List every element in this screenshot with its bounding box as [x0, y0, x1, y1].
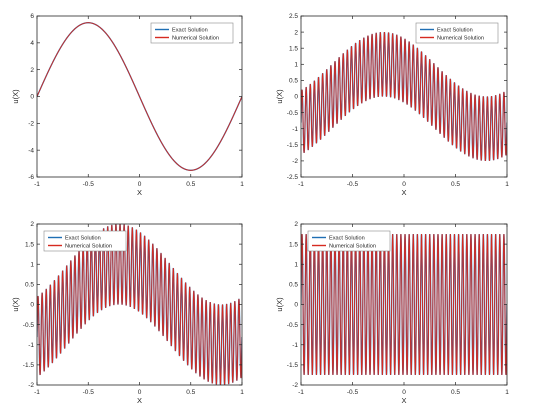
- x-tick-label: -1: [298, 389, 304, 396]
- y-axis-label: u(X): [275, 297, 284, 312]
- y-tick-label: -0.5: [287, 110, 299, 117]
- x-tick-label: -0.5: [347, 389, 359, 396]
- x-tick-label: 1: [505, 389, 509, 396]
- x-tick-label: -0.5: [347, 181, 359, 188]
- y-tick-label: -1: [292, 342, 298, 349]
- legend-box: [43, 230, 127, 252]
- y-tick-label: 6: [30, 13, 34, 20]
- x-tick-label: -1: [298, 181, 304, 188]
- y-tick-label: 2: [30, 221, 34, 228]
- legend-entry: Exact Solution: [329, 236, 365, 242]
- legend-entry: Numerical Solution: [172, 36, 219, 42]
- legend: Exact Solution Numerical Solution: [415, 22, 499, 44]
- y-tick-label: 2: [30, 67, 34, 74]
- legend-box: [150, 22, 234, 44]
- y-tick-label: -2: [28, 382, 34, 389]
- y-tick-label: 1.5: [289, 241, 298, 248]
- y-tick-label: -1.5: [287, 142, 299, 149]
- y-tick-label: 0.5: [289, 282, 298, 289]
- chart-3: -1 -0.5 0 0.5 1 -2 -1.5 -1 -0.5 0 0.5 1 1.5 2 Xu(X) Exa…: [11, 221, 244, 405]
- y-axis-label: u(X): [11, 89, 20, 104]
- y-tick-label: 2: [294, 221, 298, 228]
- x-axis-label: X: [401, 396, 406, 405]
- y-tick-label: 1.5: [25, 241, 34, 248]
- x-tick-label: -1: [34, 181, 40, 188]
- y-tick-label: 0: [294, 94, 298, 101]
- x-tick-label: 0: [138, 389, 142, 396]
- chart-1: -1 -0.5 0 0.5 1 -6 -4 -2 0 2 4 6 Xu(X) Exact Solution…: [11, 13, 244, 197]
- y-tick-label: 4: [30, 40, 34, 47]
- legend: Exact Solution Numerical Solution: [43, 230, 127, 252]
- legend-entry: Exact Solution: [437, 28, 473, 34]
- x-tick-label: -0.5: [83, 389, 95, 396]
- legend-box: [307, 230, 391, 252]
- y-axis-label: u(X): [11, 297, 20, 312]
- y-tick-label: -2: [292, 382, 298, 389]
- legend: Exact Solution Numerical Solution: [307, 230, 391, 252]
- legend-entry: Numerical Solution: [65, 244, 112, 250]
- y-tick-label: -4: [28, 147, 34, 154]
- y-tick-label: -2: [28, 121, 34, 128]
- y-tick-label: -6: [28, 174, 34, 181]
- x-axis-label: X: [137, 188, 142, 197]
- chart-2: -1 -0.5 0 0.5 1 -2.5 -2 -1.5 -1 -0.5 0 0.5 1 1.5 2 2.5 X…: [275, 13, 509, 197]
- legend-entry: Exact Solution: [65, 236, 101, 242]
- y-tick-label: 1: [30, 261, 34, 268]
- x-tick-label: 0.5: [451, 181, 460, 188]
- x-tick-label: -0.5: [83, 181, 95, 188]
- legend-entry: Exact Solution: [172, 28, 208, 34]
- legend-entry: Numerical Solution: [329, 244, 376, 250]
- y-tick-label: 0: [30, 94, 34, 101]
- x-tick-label: 0.5: [186, 181, 195, 188]
- series-line-numerical: [37, 22, 242, 171]
- y-tick-label: 1: [294, 62, 298, 69]
- legend: Exact Solution Numerical Solution: [150, 22, 234, 44]
- series-line-numerical: [37, 224, 242, 385]
- y-tick-label: -0.5: [287, 322, 299, 329]
- y-axis-label: u(X): [275, 89, 284, 104]
- y-tick-label: 0: [30, 302, 34, 309]
- x-tick-label: 1: [240, 389, 244, 396]
- x-axis-label: X: [137, 396, 142, 405]
- y-tick-label: 0: [294, 302, 298, 309]
- x-tick-label: -1: [34, 389, 40, 396]
- y-tick-label: -1: [28, 342, 34, 349]
- series-line-numerical: [301, 32, 507, 161]
- x-tick-label: 0.5: [186, 389, 195, 396]
- y-tick-label: 2: [294, 29, 298, 36]
- y-tick-label: -2: [292, 158, 298, 165]
- y-tick-label: 1: [294, 261, 298, 268]
- x-axis-label: X: [401, 188, 406, 197]
- x-tick-label: 1: [240, 181, 244, 188]
- y-tick-label: -1.5: [287, 362, 299, 369]
- y-tick-label: -0.5: [23, 322, 35, 329]
- y-tick-label: -1: [292, 126, 298, 133]
- x-tick-label: 0: [138, 181, 142, 188]
- x-tick-label: 0: [402, 181, 406, 188]
- chart-4: -1 -0.5 0 0.5 1 -2 -1.5 -1 -0.5 0 0.5 1 1.5 2 Xu(X) Exa…: [275, 221, 509, 405]
- y-tick-label: 2.5: [289, 13, 298, 20]
- y-tick-label: 0.5: [289, 78, 298, 85]
- y-tick-label: -1.5: [23, 362, 35, 369]
- y-tick-label: 0.5: [25, 282, 34, 289]
- x-tick-label: 1: [505, 181, 509, 188]
- y-tick-label: -2.5: [287, 174, 299, 181]
- y-tick-label: 1.5: [289, 45, 298, 52]
- legend-box: [415, 22, 499, 44]
- legend-entry: Numerical Solution: [437, 36, 484, 42]
- x-tick-label: 0.5: [451, 389, 460, 396]
- x-tick-label: 0: [402, 389, 406, 396]
